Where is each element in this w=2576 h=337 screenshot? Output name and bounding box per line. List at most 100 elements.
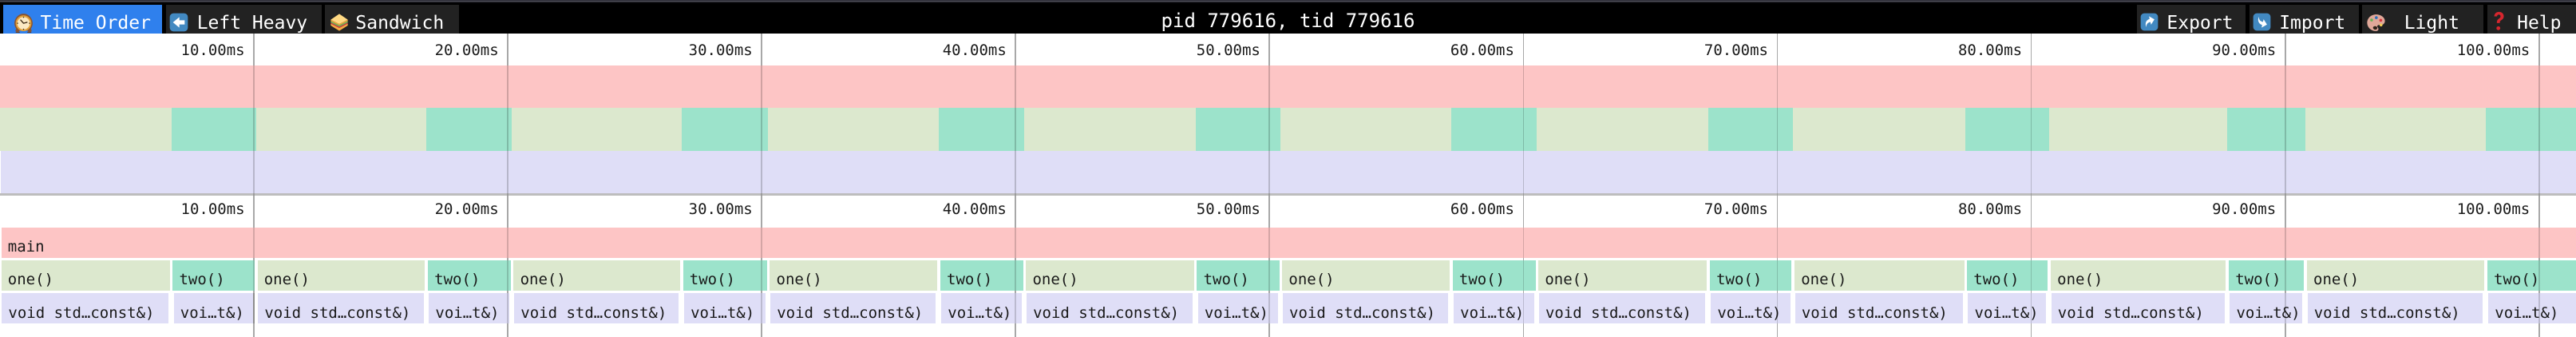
frame-sleep[interactable]: voi…t&) (429, 293, 509, 324)
frame-two[interactable]: two() (172, 260, 255, 291)
frame-one[interactable]: one() (1, 260, 170, 291)
frame-label: void std…const&) (1289, 303, 1436, 322)
frame-sleep[interactable]: voi…t&) (1711, 293, 1791, 324)
frame-label: void std…const&) (2057, 303, 2204, 322)
frame-two[interactable]: two() (2229, 260, 2305, 291)
gridline (1015, 65, 1017, 196)
gridline (2538, 260, 2540, 291)
frame-sleep[interactable]: void std…const&) (770, 293, 936, 324)
frame-one[interactable]: one() (2306, 260, 2485, 291)
gridline (253, 260, 255, 291)
window-top-edge (0, 0, 2576, 3)
import-button[interactable]: Import (2249, 4, 2359, 34)
minimap-frame-one (0, 108, 2576, 151)
gridline (2030, 65, 2032, 196)
profile-title: pid 779616, tid 779616 (1161, 10, 1415, 32)
frame-label: one() (1288, 271, 1335, 289)
frame-one[interactable]: one() (1282, 260, 1450, 291)
minimap-frame-two (171, 108, 256, 151)
frame-sleep[interactable]: void std…const&) (1538, 293, 1706, 324)
gridline (1015, 228, 1017, 258)
gridline (761, 293, 763, 324)
frame-label: one() (2057, 271, 2103, 289)
frame-label: void std…const&) (264, 303, 411, 322)
frame-label: two() (947, 271, 993, 289)
frame-one[interactable]: one() (1538, 260, 1707, 291)
minimap-frame-two (1195, 108, 1281, 151)
frame-two[interactable]: two() (1709, 260, 1792, 291)
frame-sleep[interactable]: void std…const&) (1794, 293, 1963, 324)
palette-icon (2366, 13, 2386, 33)
ruler-label: 40.00ms (942, 200, 1007, 218)
gridline (253, 228, 255, 258)
frame-sleep[interactable]: void std…const&) (1282, 293, 1449, 324)
frame-main[interactable]: main (1, 228, 2576, 258)
frame-label: two() (2494, 271, 2540, 289)
ruler-label: 50.00ms (1196, 42, 1260, 60)
gridline (2030, 228, 2032, 258)
frame-two[interactable]: two() (683, 260, 767, 291)
frame-sleep[interactable]: void std…const&) (2, 293, 168, 324)
flamechart-time-ruler: 10.00ms 20.00ms 30.00ms 40.00ms 50.00ms 60.00… (0, 196, 2576, 228)
frame-label: one() (2313, 271, 2360, 289)
frame-one[interactable]: one() (1026, 260, 1194, 291)
frame-sleep[interactable]: void std…const&) (514, 293, 679, 324)
frame-sleep[interactable]: void std…const&) (258, 293, 424, 324)
gridline (1268, 260, 1271, 291)
gridline (1522, 228, 1525, 258)
minimap-frame-two (2227, 108, 2305, 151)
gridline (1522, 65, 1525, 196)
frame-sleep[interactable]: voi…t&) (1453, 293, 1534, 324)
frame-two[interactable]: two() (940, 260, 1023, 291)
frame-sleep[interactable]: voi…t&) (2488, 293, 2576, 324)
frame-sleep[interactable]: void std…const&) (2051, 293, 2225, 324)
gridline (507, 260, 509, 291)
theme-button[interactable]: Light (2362, 4, 2483, 34)
frame-sleep[interactable]: voi…t&) (941, 293, 1022, 324)
frame-one[interactable]: one() (513, 260, 681, 291)
frame-label: two() (434, 271, 481, 289)
frame-label: voi…t&) (948, 303, 1012, 322)
frame-label: two() (2235, 271, 2281, 289)
frame-one[interactable]: one() (1794, 260, 1965, 291)
frame-label: two() (179, 271, 225, 289)
frame-one[interactable]: one() (257, 260, 425, 291)
frame-label: voi…t&) (180, 303, 244, 322)
gridline (1522, 260, 1525, 291)
minimap-frame-sleep (0, 150, 2576, 193)
gridline (1015, 293, 1017, 324)
frame-sleep[interactable]: voi…t&) (683, 293, 766, 324)
frame-sleep[interactable]: void std…const&) (2307, 293, 2483, 324)
tab-sandwich[interactable]: Sandwich (325, 4, 459, 34)
frame-sleep[interactable]: void std…const&) (1026, 293, 1193, 324)
tab-label: Sandwich (355, 12, 445, 34)
frame-sleep[interactable]: voi…t&) (2230, 293, 2303, 324)
frame-two[interactable]: two() (1197, 260, 1280, 291)
help-button[interactable]: Help (2487, 4, 2576, 34)
minimap-frame-two (1708, 108, 1794, 151)
frame-two[interactable]: two() (1452, 260, 1536, 291)
frame-label: void std…const&) (2313, 303, 2460, 322)
frame-sleep[interactable]: voi…t&) (1968, 293, 2047, 324)
frame-label: void std…const&) (8, 303, 155, 322)
tab-left-heavy[interactable]: Left Heavy (166, 4, 322, 34)
minimap-frame-two (2486, 108, 2576, 151)
gridline (2284, 293, 2286, 324)
frame-one[interactable]: one() (770, 260, 938, 291)
frame-sleep[interactable]: voi…t&) (1197, 293, 1278, 324)
gridline (507, 228, 509, 258)
minimap-bottom-border (0, 193, 2576, 196)
frame-label: main (7, 238, 45, 256)
frame-two[interactable]: two() (2487, 260, 2576, 291)
ruler-label: 10.00ms (180, 200, 245, 218)
export-button[interactable]: Export (2137, 4, 2246, 34)
tab-time-order[interactable]: Time Order (3, 4, 162, 34)
clock-icon (14, 13, 34, 33)
ruler-label: 90.00ms (2212, 42, 2277, 60)
frame-two[interactable]: two() (427, 260, 511, 291)
gridline (507, 293, 509, 324)
frame-two[interactable]: two() (1967, 260, 2048, 291)
frame-one[interactable]: one() (2050, 260, 2226, 291)
frame-sleep[interactable]: voi…t&) (173, 293, 254, 324)
ruler-label: 90.00ms (2212, 200, 2277, 218)
